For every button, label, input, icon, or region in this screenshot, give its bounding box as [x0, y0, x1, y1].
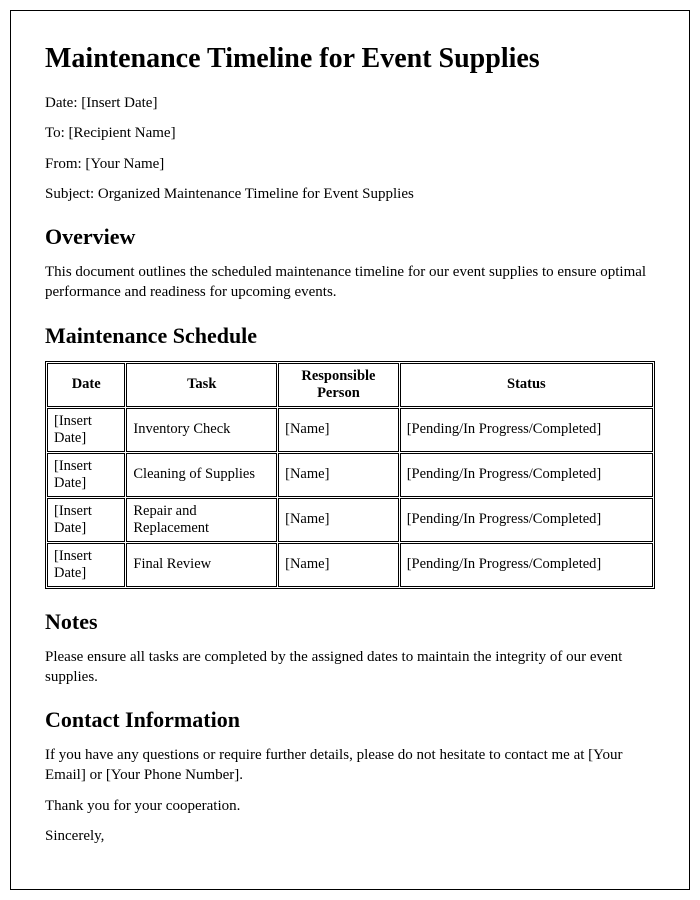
notes-heading: Notes [45, 609, 655, 635]
schedule-heading: Maintenance Schedule [45, 323, 655, 349]
cell-task: Final Review [126, 543, 277, 587]
contact-heading: Contact Information [45, 707, 655, 733]
col-header-status: Status [400, 363, 653, 407]
col-header-task: Task [126, 363, 277, 407]
contact-text: If you have any questions or require fur… [45, 745, 655, 786]
from-line: From: [Your Name] [45, 154, 655, 174]
cell-person: [Name] [278, 543, 399, 587]
cell-status: [Pending/In Progress/Completed] [400, 498, 653, 542]
table-row: [Insert Date] Inventory Check [Name] [Pe… [47, 408, 653, 452]
notes-text: Please ensure all tasks are completed by… [45, 647, 655, 688]
cell-date: [Insert Date] [47, 453, 125, 497]
cell-task: Inventory Check [126, 408, 277, 452]
overview-heading: Overview [45, 224, 655, 250]
page-title: Maintenance Timeline for Event Supplies [45, 43, 655, 75]
cell-person: [Name] [278, 453, 399, 497]
date-line: Date: [Insert Date] [45, 93, 655, 113]
cell-date: [Insert Date] [47, 543, 125, 587]
cell-status: [Pending/In Progress/Completed] [400, 543, 653, 587]
cell-status: [Pending/In Progress/Completed] [400, 408, 653, 452]
thanks-line: Thank you for your cooperation. [45, 796, 655, 816]
cell-task: Repair and Replacement [126, 498, 277, 542]
table-row: [Insert Date] Repair and Replacement [Na… [47, 498, 653, 542]
cell-date: [Insert Date] [47, 408, 125, 452]
cell-status: [Pending/In Progress/Completed] [400, 453, 653, 497]
cell-date: [Insert Date] [47, 498, 125, 542]
cell-person: [Name] [278, 408, 399, 452]
document-page: Maintenance Timeline for Event Supplies … [10, 10, 690, 890]
table-row: [Insert Date] Cleaning of Supplies [Name… [47, 453, 653, 497]
col-header-date: Date [47, 363, 125, 407]
to-line: To: [Recipient Name] [45, 123, 655, 143]
subject-line: Subject: Organized Maintenance Timeline … [45, 184, 655, 204]
col-header-person: Responsible Person [278, 363, 399, 407]
cell-person: [Name] [278, 498, 399, 542]
table-row: [Insert Date] Final Review [Name] [Pendi… [47, 543, 653, 587]
signoff-line: Sincerely, [45, 826, 655, 846]
schedule-table: Date Task Responsible Person Status [Ins… [45, 361, 655, 589]
cell-task: Cleaning of Supplies [126, 453, 277, 497]
overview-text: This document outlines the scheduled mai… [45, 262, 655, 303]
table-header-row: Date Task Responsible Person Status [47, 363, 653, 407]
